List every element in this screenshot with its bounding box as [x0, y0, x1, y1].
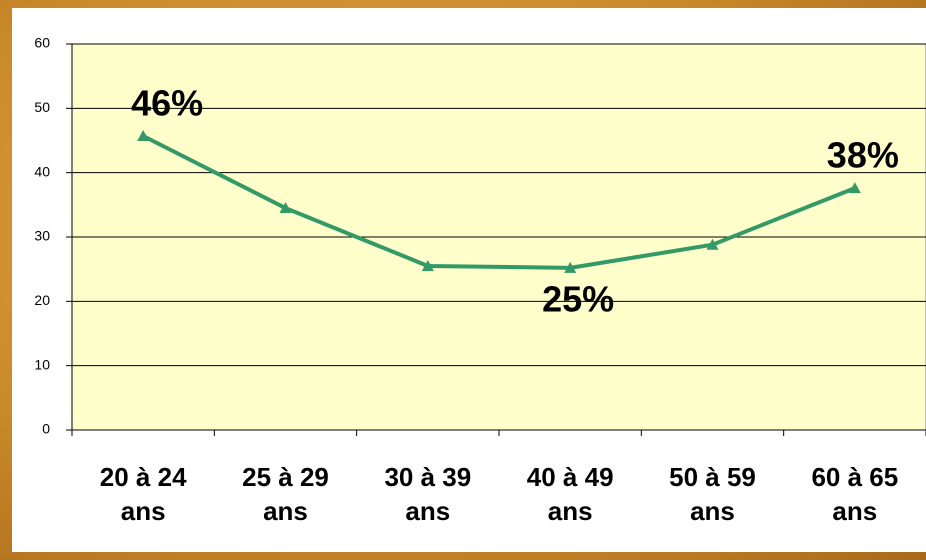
- data-label: 38%: [827, 135, 899, 176]
- y-tick-label: 30: [34, 228, 50, 244]
- marker: [421, 259, 434, 271]
- y-tick-label: 50: [34, 99, 50, 115]
- x-tick-label: 40 à 49 ans: [526, 462, 614, 526]
- line: [142, 134, 856, 270]
- marker: [706, 238, 719, 250]
- data-label: 25%: [542, 278, 614, 319]
- y-tick-label: 60: [34, 35, 50, 51]
- x-tick-label: 25 à 29 ans: [242, 462, 329, 526]
- y-tick-label: 10: [34, 356, 50, 372]
- x-tick-label: 20 à 24 ans: [99, 462, 187, 526]
- y-tick-label: 20: [34, 292, 50, 308]
- y-tick-label: 0: [42, 421, 50, 437]
- marker: [279, 202, 292, 214]
- marker: [848, 182, 861, 194]
- x-tick-label: 50 à 59 ans: [669, 462, 756, 526]
- data-label: 46%: [131, 83, 203, 124]
- x-tick-label: 60 à 65 ans: [811, 462, 899, 526]
- y-tick-label: 40: [34, 163, 50, 179]
- marker: [564, 261, 577, 273]
- x-tick-label: 30 à 39 ans: [384, 462, 472, 526]
- marker: [137, 129, 150, 141]
